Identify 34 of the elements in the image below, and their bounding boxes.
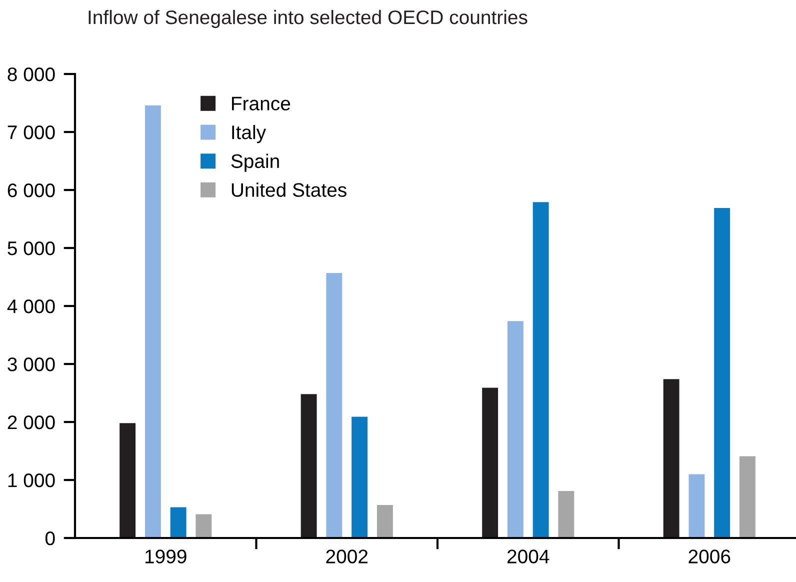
bar	[507, 321, 524, 538]
y-tick-label: 5 000	[8, 241, 55, 256]
bar	[688, 474, 705, 538]
legend-label: United States	[232, 182, 346, 197]
bar	[532, 202, 549, 538]
bar	[558, 491, 574, 538]
x-tick-label: 2006	[688, 550, 730, 564]
bar	[376, 504, 393, 538]
bar	[739, 456, 756, 538]
y-tick-label: 8 000	[8, 67, 55, 82]
bar	[482, 388, 498, 538]
y-tick-label: 7 000	[8, 125, 55, 140]
legend-label: France	[232, 96, 290, 110]
bar	[714, 208, 730, 538]
legend-label: Spain	[231, 154, 279, 172]
y-tick-label: 4 000	[7, 299, 55, 314]
y-tick-label: 3 000	[8, 357, 55, 372]
bar	[326, 272, 342, 538]
y-tick-label: 6 000	[8, 183, 55, 198]
y-tick-label: 1 000	[8, 473, 55, 488]
y-tick-label: 0	[46, 531, 55, 546]
bar	[144, 105, 161, 538]
bar	[120, 423, 136, 538]
bar	[352, 416, 368, 538]
bar	[300, 394, 317, 538]
x-tick-label: 2002	[326, 550, 368, 564]
bar	[196, 514, 212, 538]
x-tick-label: 2004	[507, 550, 550, 564]
x-tick-label: 1999	[145, 550, 186, 564]
legend-label: Italy	[232, 124, 266, 144]
chart-title: Inflow of Senegalese into selected OECD countries	[88, 10, 528, 28]
y-tick-label: 2 000	[8, 415, 55, 430]
bar	[170, 507, 186, 538]
bar	[663, 379, 680, 538]
